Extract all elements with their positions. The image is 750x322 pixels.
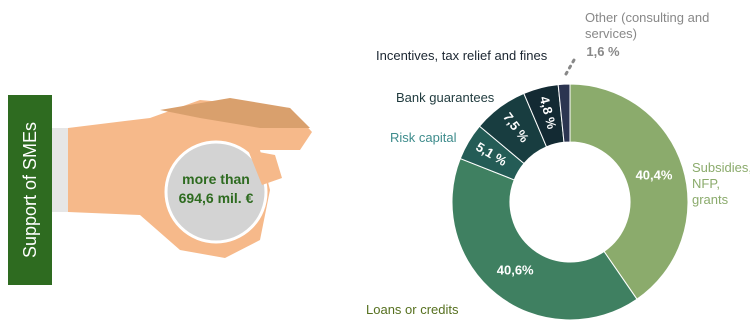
slice <box>557 83 571 143</box>
coin-text: more than 694,6 mil. € <box>178 171 254 206</box>
coin <box>164 140 268 244</box>
cuff <box>52 128 68 212</box>
value-label: 1,6 % <box>586 44 620 59</box>
category-label: Risk capital <box>390 130 457 145</box>
side-label: Support of SMEs <box>20 122 40 258</box>
slice <box>451 157 638 321</box>
category-label: Bank guarantees <box>396 90 495 105</box>
donut: 40,4%40,6%5,1 %7,5 % 4,8 %1,6 % <box>451 44 689 321</box>
coin-text-box: more than 694,6 mil. € <box>178 171 254 206</box>
leader <box>564 58 576 76</box>
side-banner <box>8 95 52 285</box>
category-label: Subsidies, NFP, grants <box>692 160 750 207</box>
category-label: Incentives, tax relief and fines <box>376 48 548 63</box>
value-label: 40,6% <box>497 262 534 277</box>
slice <box>569 83 689 300</box>
category-label: Loans or credits <box>366 302 459 317</box>
category-label: Other (consulting and services) <box>585 10 710 41</box>
value-label: 40,4% <box>636 167 673 182</box>
thumb <box>248 150 282 185</box>
finger <box>160 98 310 128</box>
